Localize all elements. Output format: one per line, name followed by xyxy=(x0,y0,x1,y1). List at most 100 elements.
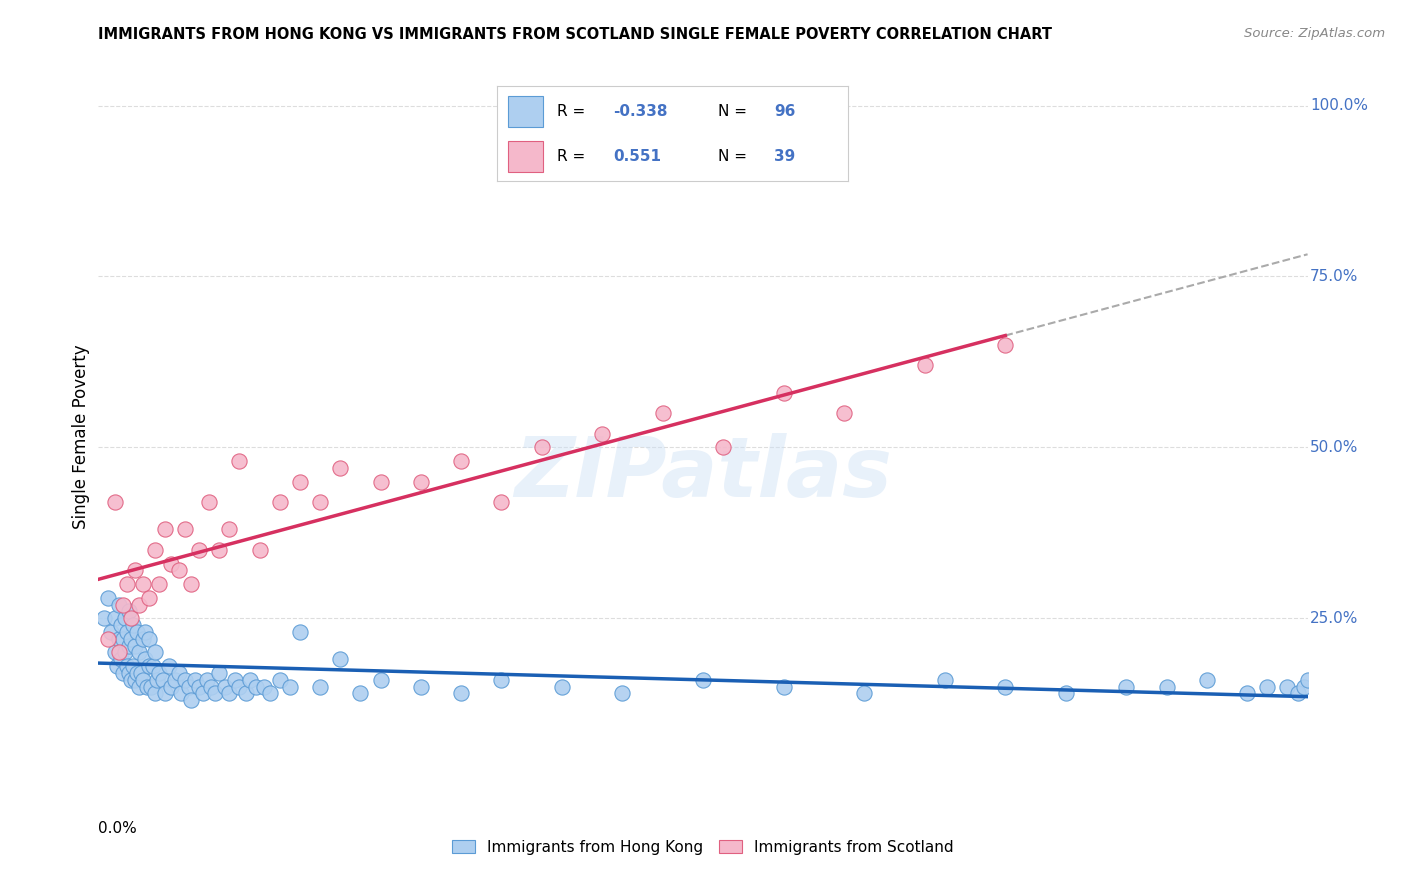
Point xyxy=(832,406,855,420)
Point xyxy=(167,563,190,577)
Point xyxy=(121,618,143,632)
Point xyxy=(692,673,714,687)
Point xyxy=(138,591,160,605)
Point xyxy=(129,665,152,680)
Point xyxy=(110,652,132,666)
Point xyxy=(170,686,193,700)
Point xyxy=(118,665,141,680)
Point xyxy=(128,598,150,612)
Point xyxy=(198,495,221,509)
Point xyxy=(153,522,176,536)
Point xyxy=(152,673,174,687)
Point xyxy=(914,359,936,373)
Point xyxy=(118,604,141,618)
Point xyxy=(125,624,148,639)
Point xyxy=(269,673,291,687)
Point xyxy=(105,659,128,673)
Point xyxy=(114,611,136,625)
Text: IMMIGRANTS FROM HONG KONG VS IMMIGRANTS FROM SCOTLAND SINGLE FEMALE POVERTY CORR: IMMIGRANTS FROM HONG KONG VS IMMIGRANTS … xyxy=(98,27,1053,42)
Point xyxy=(128,680,150,694)
Point xyxy=(107,598,129,612)
Point xyxy=(180,577,202,591)
Point xyxy=(934,673,956,687)
Point xyxy=(1195,673,1218,687)
Point xyxy=(994,338,1017,352)
Text: 50.0%: 50.0% xyxy=(1310,440,1358,455)
Point xyxy=(214,680,236,694)
Legend: Immigrants from Hong Kong, Immigrants from Scotland: Immigrants from Hong Kong, Immigrants fr… xyxy=(446,834,960,861)
Point xyxy=(120,632,142,646)
Point xyxy=(97,632,120,646)
Point xyxy=(1256,680,1278,694)
Point xyxy=(195,673,218,687)
Point xyxy=(278,680,301,694)
Point xyxy=(139,680,162,694)
Text: 75.0%: 75.0% xyxy=(1310,268,1358,284)
Point xyxy=(288,624,311,639)
Point xyxy=(115,624,138,639)
Point xyxy=(184,673,207,687)
Point xyxy=(204,686,226,700)
Point xyxy=(138,659,160,673)
Point xyxy=(143,645,166,659)
Point xyxy=(153,686,176,700)
Point xyxy=(174,522,197,536)
Point xyxy=(148,577,170,591)
Point xyxy=(103,645,125,659)
Point xyxy=(111,665,134,680)
Point xyxy=(259,686,281,700)
Point xyxy=(218,522,240,536)
Y-axis label: Single Female Poverty: Single Female Poverty xyxy=(72,345,90,529)
Point xyxy=(349,686,371,700)
Point xyxy=(235,686,257,700)
Point xyxy=(93,611,115,625)
Point xyxy=(772,385,794,400)
Point xyxy=(110,618,132,632)
Point xyxy=(228,454,250,468)
Point xyxy=(651,406,673,420)
Point xyxy=(111,632,134,646)
Point xyxy=(228,680,250,694)
Point xyxy=(124,563,146,577)
Point xyxy=(124,639,146,653)
Point xyxy=(121,659,143,673)
Point xyxy=(132,673,155,687)
Point xyxy=(1236,686,1258,700)
Point xyxy=(143,686,166,700)
Point xyxy=(124,673,146,687)
Point xyxy=(193,686,215,700)
Point xyxy=(100,624,122,639)
Point xyxy=(253,680,276,694)
Point xyxy=(111,598,134,612)
Point xyxy=(157,659,180,673)
Point xyxy=(1296,673,1319,687)
Text: 25.0%: 25.0% xyxy=(1310,611,1358,625)
Point xyxy=(134,652,156,666)
Point xyxy=(180,693,202,707)
Point xyxy=(329,652,352,666)
Point xyxy=(174,673,197,687)
Point xyxy=(450,686,472,700)
Point xyxy=(103,611,125,625)
Point xyxy=(134,624,156,639)
Point xyxy=(177,680,201,694)
Point xyxy=(249,542,271,557)
Point xyxy=(200,680,222,694)
Point xyxy=(772,680,794,694)
Point xyxy=(409,475,432,489)
Point xyxy=(115,659,138,673)
Point xyxy=(1292,680,1315,694)
Point xyxy=(1286,686,1309,700)
Point xyxy=(530,440,553,454)
Point xyxy=(269,495,291,509)
Point xyxy=(1277,680,1299,694)
Point xyxy=(450,454,472,468)
Point xyxy=(103,495,125,509)
Point xyxy=(188,680,211,694)
Point xyxy=(188,542,211,557)
Point xyxy=(491,673,513,687)
Point xyxy=(160,680,183,694)
Point xyxy=(160,557,183,571)
Point xyxy=(309,495,332,509)
Text: 0.0%: 0.0% xyxy=(98,821,138,836)
